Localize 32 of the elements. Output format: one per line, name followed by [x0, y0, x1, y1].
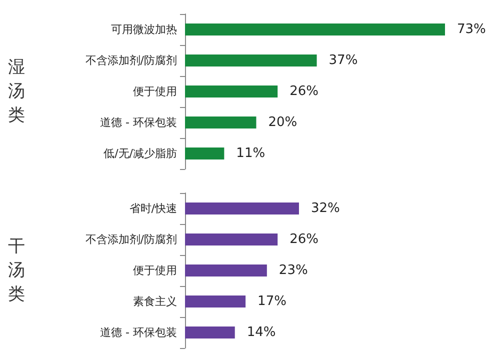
y-tick-label: 低/无/减少脂肪: [104, 147, 177, 160]
y-tick-label: 素食主义: [133, 295, 177, 308]
bar: [185, 326, 235, 338]
y-tick-label: 省时/快速: [129, 202, 177, 215]
data-label: 17%: [258, 294, 286, 309]
y-tick-label: 便于使用: [133, 85, 177, 98]
bar: [185, 86, 278, 98]
data-label: 23%: [278, 263, 308, 278]
bar: [185, 54, 317, 66]
y-tick-label: 道德 - 环保包装: [100, 326, 177, 339]
y-tick-label: 道德 - 环保包装: [100, 116, 177, 129]
bar: [185, 234, 278, 246]
bar: [185, 148, 224, 160]
bar: [185, 264, 267, 276]
data-label: 20%: [268, 115, 298, 130]
y-tick-label: 可用微波加热: [111, 23, 177, 36]
y-axis-title: 干汤类: [8, 236, 25, 304]
data-label: 26%: [290, 232, 319, 247]
data-label: 37%: [328, 53, 358, 68]
data-label: 14%: [246, 325, 276, 340]
data-label: 11%: [236, 146, 266, 161]
y-tick-label: 不含添加剂/防腐剂: [85, 54, 177, 67]
bar: [185, 116, 256, 128]
bar: [185, 202, 299, 214]
data-label: 73%: [457, 22, 486, 37]
y-axis-title: 湿汤类: [8, 58, 25, 126]
y-tick-label: 不含添加剂/防腐剂: [85, 233, 177, 246]
data-label: 32%: [310, 201, 340, 216]
data-label: 26%: [290, 84, 319, 99]
y-tick-label: 便于使用: [133, 264, 177, 277]
bar: [185, 24, 445, 36]
bar: [185, 296, 246, 308]
